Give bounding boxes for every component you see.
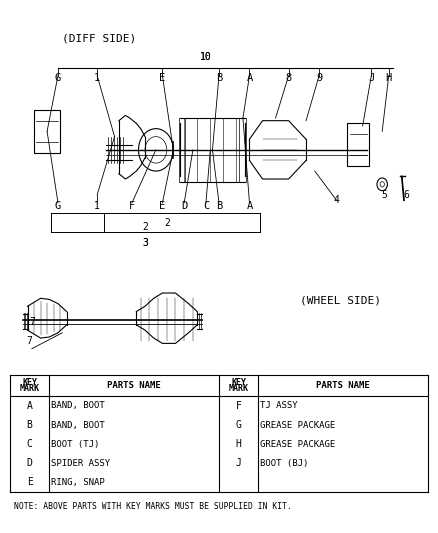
Text: 2: 2: [164, 218, 170, 228]
Text: 4: 4: [334, 195, 339, 205]
Text: 6: 6: [403, 190, 409, 200]
Text: TJ ASSY: TJ ASSY: [260, 401, 298, 410]
Text: 9: 9: [316, 73, 322, 83]
Text: BOOT (BJ): BOOT (BJ): [260, 459, 309, 468]
Text: BOOT (TJ): BOOT (TJ): [51, 440, 100, 449]
Text: E: E: [159, 200, 166, 211]
Text: D: D: [181, 200, 187, 211]
Text: D: D: [27, 458, 32, 468]
Text: F: F: [129, 200, 135, 211]
Text: KEY: KEY: [22, 377, 37, 386]
Text: C: C: [203, 200, 209, 211]
Text: H: H: [236, 439, 241, 449]
Text: B: B: [216, 200, 222, 211]
Text: G: G: [55, 200, 61, 211]
Text: A: A: [27, 401, 32, 411]
Text: KEY: KEY: [231, 377, 246, 386]
Text: F: F: [236, 401, 241, 411]
Text: C: C: [27, 439, 32, 449]
Text: 1: 1: [94, 73, 100, 83]
Text: A: A: [246, 73, 253, 83]
Text: B: B: [216, 73, 222, 83]
Text: (DIFF SIDE): (DIFF SIDE): [62, 34, 137, 44]
Text: 5: 5: [381, 190, 387, 200]
Text: GREASE PACKAGE: GREASE PACKAGE: [260, 421, 336, 430]
Text: 2: 2: [142, 222, 148, 232]
Text: (WHEEL SIDE): (WHEEL SIDE): [300, 296, 381, 306]
Text: 7: 7: [29, 317, 35, 327]
Text: B: B: [27, 420, 32, 430]
Text: E: E: [159, 73, 166, 83]
Text: G: G: [236, 420, 241, 430]
Text: J: J: [236, 458, 241, 468]
Text: BAND, BOOT: BAND, BOOT: [51, 421, 105, 430]
Text: 3: 3: [142, 238, 148, 248]
Text: H: H: [385, 73, 392, 83]
Text: MARK: MARK: [229, 384, 249, 393]
Text: 7: 7: [27, 336, 32, 346]
Text: GREASE PACKAGE: GREASE PACKAGE: [260, 440, 336, 449]
Text: SPIDER ASSY: SPIDER ASSY: [51, 459, 110, 468]
Text: PARTS NAME: PARTS NAME: [107, 381, 161, 390]
Text: E: E: [27, 477, 32, 487]
Text: NOTE: ABOVE PARTS WITH KEY MARKS MUST BE SUPPLIED IN KIT.: NOTE: ABOVE PARTS WITH KEY MARKS MUST BE…: [14, 502, 292, 511]
Text: BAND, BOOT: BAND, BOOT: [51, 401, 105, 410]
Text: RING, SNAP: RING, SNAP: [51, 478, 105, 487]
Text: 10: 10: [200, 52, 212, 62]
Text: J: J: [368, 73, 374, 83]
Text: 8: 8: [286, 73, 292, 83]
Text: A: A: [246, 200, 253, 211]
Text: 3: 3: [142, 238, 148, 248]
Text: PARTS NAME: PARTS NAME: [316, 381, 370, 390]
Text: 10: 10: [200, 52, 212, 62]
Text: MARK: MARK: [20, 384, 40, 393]
Text: 1: 1: [94, 200, 100, 211]
Text: G: G: [55, 73, 61, 83]
